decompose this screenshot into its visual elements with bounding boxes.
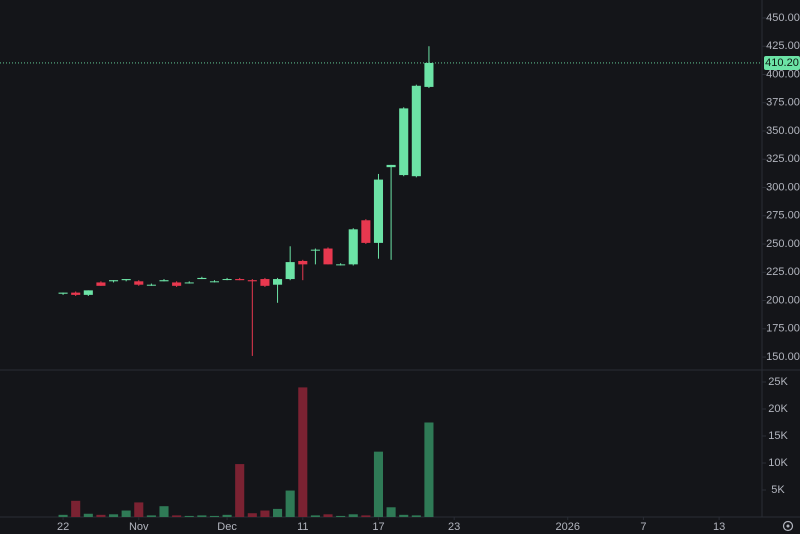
volume-bar — [109, 514, 119, 517]
volume-tick-label: 20K — [768, 403, 788, 415]
y-tick-label: 350.00 — [766, 125, 800, 137]
y-tick-label: 325.00 — [766, 153, 800, 165]
last-price-tag — [764, 55, 800, 70]
x-tick-label: 23 — [448, 521, 460, 533]
y-tick-label: 150.00 — [766, 351, 800, 363]
volume-tick-label: 15K — [768, 430, 788, 442]
candle-body — [222, 279, 232, 281]
volume-bar — [71, 500, 81, 517]
y-tick-label: 300.00 — [766, 181, 800, 193]
candle-body — [373, 179, 384, 243]
candle-body — [83, 290, 93, 295]
y-tick-label: 225.00 — [766, 266, 800, 278]
x-tick-label: Dec — [217, 521, 237, 533]
volume-bar — [411, 515, 421, 517]
volume-bar — [260, 510, 270, 517]
candle-body — [197, 277, 207, 280]
candle-body — [273, 279, 283, 285]
volume-bar — [273, 508, 283, 517]
candle-body — [285, 262, 295, 280]
volume-bar — [159, 506, 169, 517]
y-tick-label: 275.00 — [766, 210, 800, 222]
volume-bar — [298, 387, 308, 517]
settings-gear[interactable] — [782, 520, 794, 532]
candle-body — [146, 284, 156, 286]
volume-bar — [285, 490, 295, 517]
x-tick-label: 22 — [57, 521, 69, 533]
candle-body — [109, 280, 119, 282]
volume-bar — [121, 510, 131, 517]
y-tick-label: 375.00 — [766, 97, 800, 109]
y-tick-label: 425.00 — [766, 40, 800, 52]
volume-bar — [209, 515, 220, 517]
candle-body — [172, 282, 182, 286]
candle-body — [361, 220, 371, 243]
candle-body — [399, 108, 409, 176]
candle-body — [71, 292, 81, 295]
volume-bar — [336, 515, 346, 517]
y-tick-label: 400.00 — [766, 68, 800, 80]
x-tick-label: 13 — [713, 521, 725, 533]
volume-bar — [222, 514, 232, 517]
volume-bar — [323, 514, 333, 517]
y-tick-label: 175.00 — [766, 323, 800, 335]
settings-gear-center[interactable] — [786, 524, 790, 528]
candle-body — [235, 279, 245, 281]
candle-body — [424, 62, 434, 87]
volume-bar — [134, 502, 144, 517]
x-tick-label: 11 — [297, 521, 308, 533]
volume-bar — [58, 514, 68, 517]
y-tick-label: 450.00 — [766, 12, 800, 24]
candle-body — [411, 85, 421, 177]
candle-body — [134, 281, 144, 285]
candle-body — [298, 260, 308, 265]
y-tick-label: 200.00 — [766, 294, 800, 306]
volume-bar — [184, 515, 194, 517]
last-price-label: 410.20 — [765, 57, 799, 69]
volume-bar — [96, 514, 106, 517]
candle-body — [310, 249, 320, 251]
candle-body — [323, 248, 333, 265]
volume-bar — [386, 507, 396, 517]
settings-icon[interactable] — [782, 520, 794, 532]
volume-bar — [399, 514, 409, 517]
candle-body — [121, 279, 131, 281]
y-tick-label: 250.00 — [766, 238, 800, 250]
candle-body — [348, 229, 358, 265]
volume-tick-label: 25K — [768, 376, 788, 388]
candle-body — [247, 280, 257, 282]
candle-body — [58, 292, 68, 294]
x-tick-label: Nov — [129, 521, 149, 533]
candle-body — [260, 279, 270, 286]
volume-bar — [373, 451, 384, 517]
volume-tick-label: 10K — [768, 457, 788, 469]
candle-body — [386, 164, 396, 168]
x-tick-label: 17 — [372, 521, 384, 533]
volume-bar — [235, 464, 245, 517]
volume-bar — [348, 514, 358, 517]
candle-body — [96, 282, 106, 286]
x-tick-label: 7 — [640, 521, 646, 533]
volume-bar — [310, 515, 320, 517]
candle-body — [209, 281, 220, 283]
candle-body — [184, 282, 194, 284]
volume-bar — [172, 515, 182, 517]
volume-bar — [361, 515, 371, 517]
volume-bar — [424, 422, 434, 517]
x-tick-label: 2026 — [555, 521, 579, 533]
volume-bar — [146, 515, 156, 517]
volume-bar — [83, 513, 93, 517]
volume-tick-label: 5K — [771, 484, 785, 496]
volume-bar — [197, 515, 207, 517]
candle-body — [336, 264, 346, 266]
volume-bar — [247, 513, 257, 517]
candle-body — [159, 280, 169, 282]
